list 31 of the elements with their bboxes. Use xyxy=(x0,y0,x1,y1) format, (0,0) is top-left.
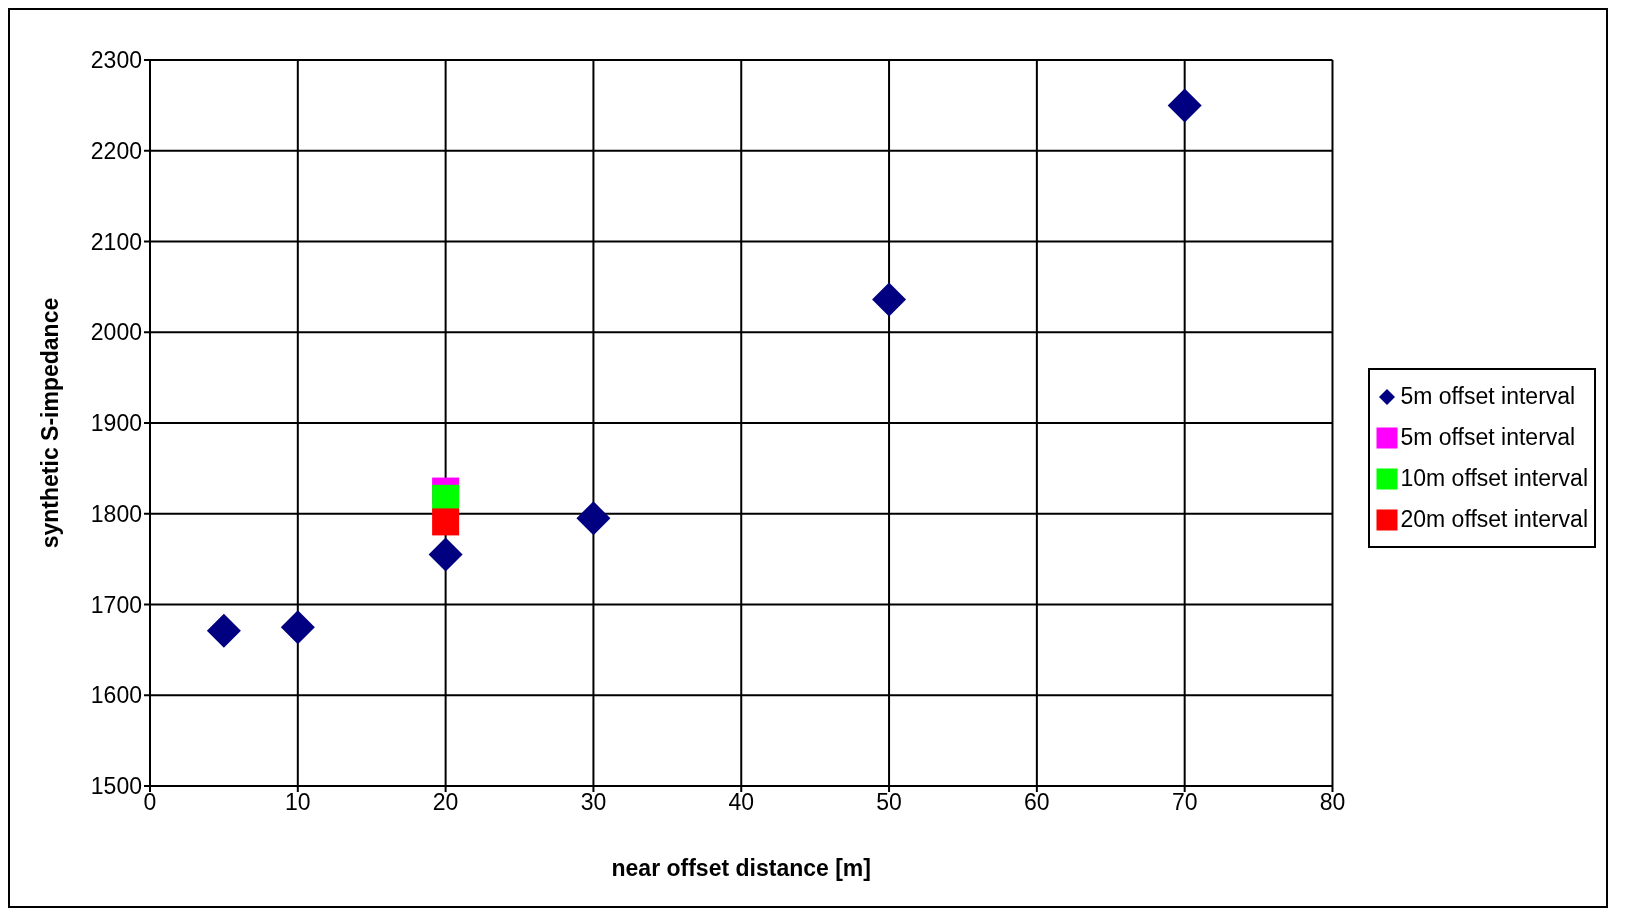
x-axis-title: near offset distance [m] xyxy=(611,855,871,881)
x-tick-label: 10 xyxy=(285,789,311,816)
x-tick-label: 70 xyxy=(1171,789,1198,816)
point xyxy=(206,613,241,648)
point xyxy=(280,610,315,645)
y-tick-label: 1700 xyxy=(90,591,142,618)
x-tick-label: 50 xyxy=(876,789,902,816)
y-tick-label: 1600 xyxy=(90,682,142,709)
point xyxy=(432,508,460,536)
x-tick-label: 40 xyxy=(728,789,755,816)
point xyxy=(1167,88,1202,123)
legend-label: 5m offset interval xyxy=(1400,424,1576,451)
y-tick-label: 1500 xyxy=(90,773,142,800)
x-tick-label: 20 xyxy=(432,789,459,816)
y-tick-label: 1800 xyxy=(90,500,142,527)
x-tick-label: 30 xyxy=(580,789,607,816)
legend-label: 5m offset interval xyxy=(1400,383,1576,410)
point xyxy=(872,282,907,317)
y-tick-label: 2000 xyxy=(90,319,142,346)
legend-label: 20m offset interval xyxy=(1400,506,1588,533)
y-axis-title: synthetic S-impedance xyxy=(37,297,64,549)
x-tick-label: 60 xyxy=(1024,789,1050,816)
legend-label: 10m offset interval xyxy=(1400,465,1588,492)
y-tick-label: 2200 xyxy=(90,137,142,164)
y-tick-label: 2300 xyxy=(90,47,142,74)
y-tick-label: 2100 xyxy=(90,228,142,255)
y-tick-label: 1900 xyxy=(90,410,142,437)
point xyxy=(428,537,463,572)
x-tick-label: 0 xyxy=(143,789,157,816)
x-tick-label: 80 xyxy=(1319,789,1346,816)
point xyxy=(576,501,611,536)
